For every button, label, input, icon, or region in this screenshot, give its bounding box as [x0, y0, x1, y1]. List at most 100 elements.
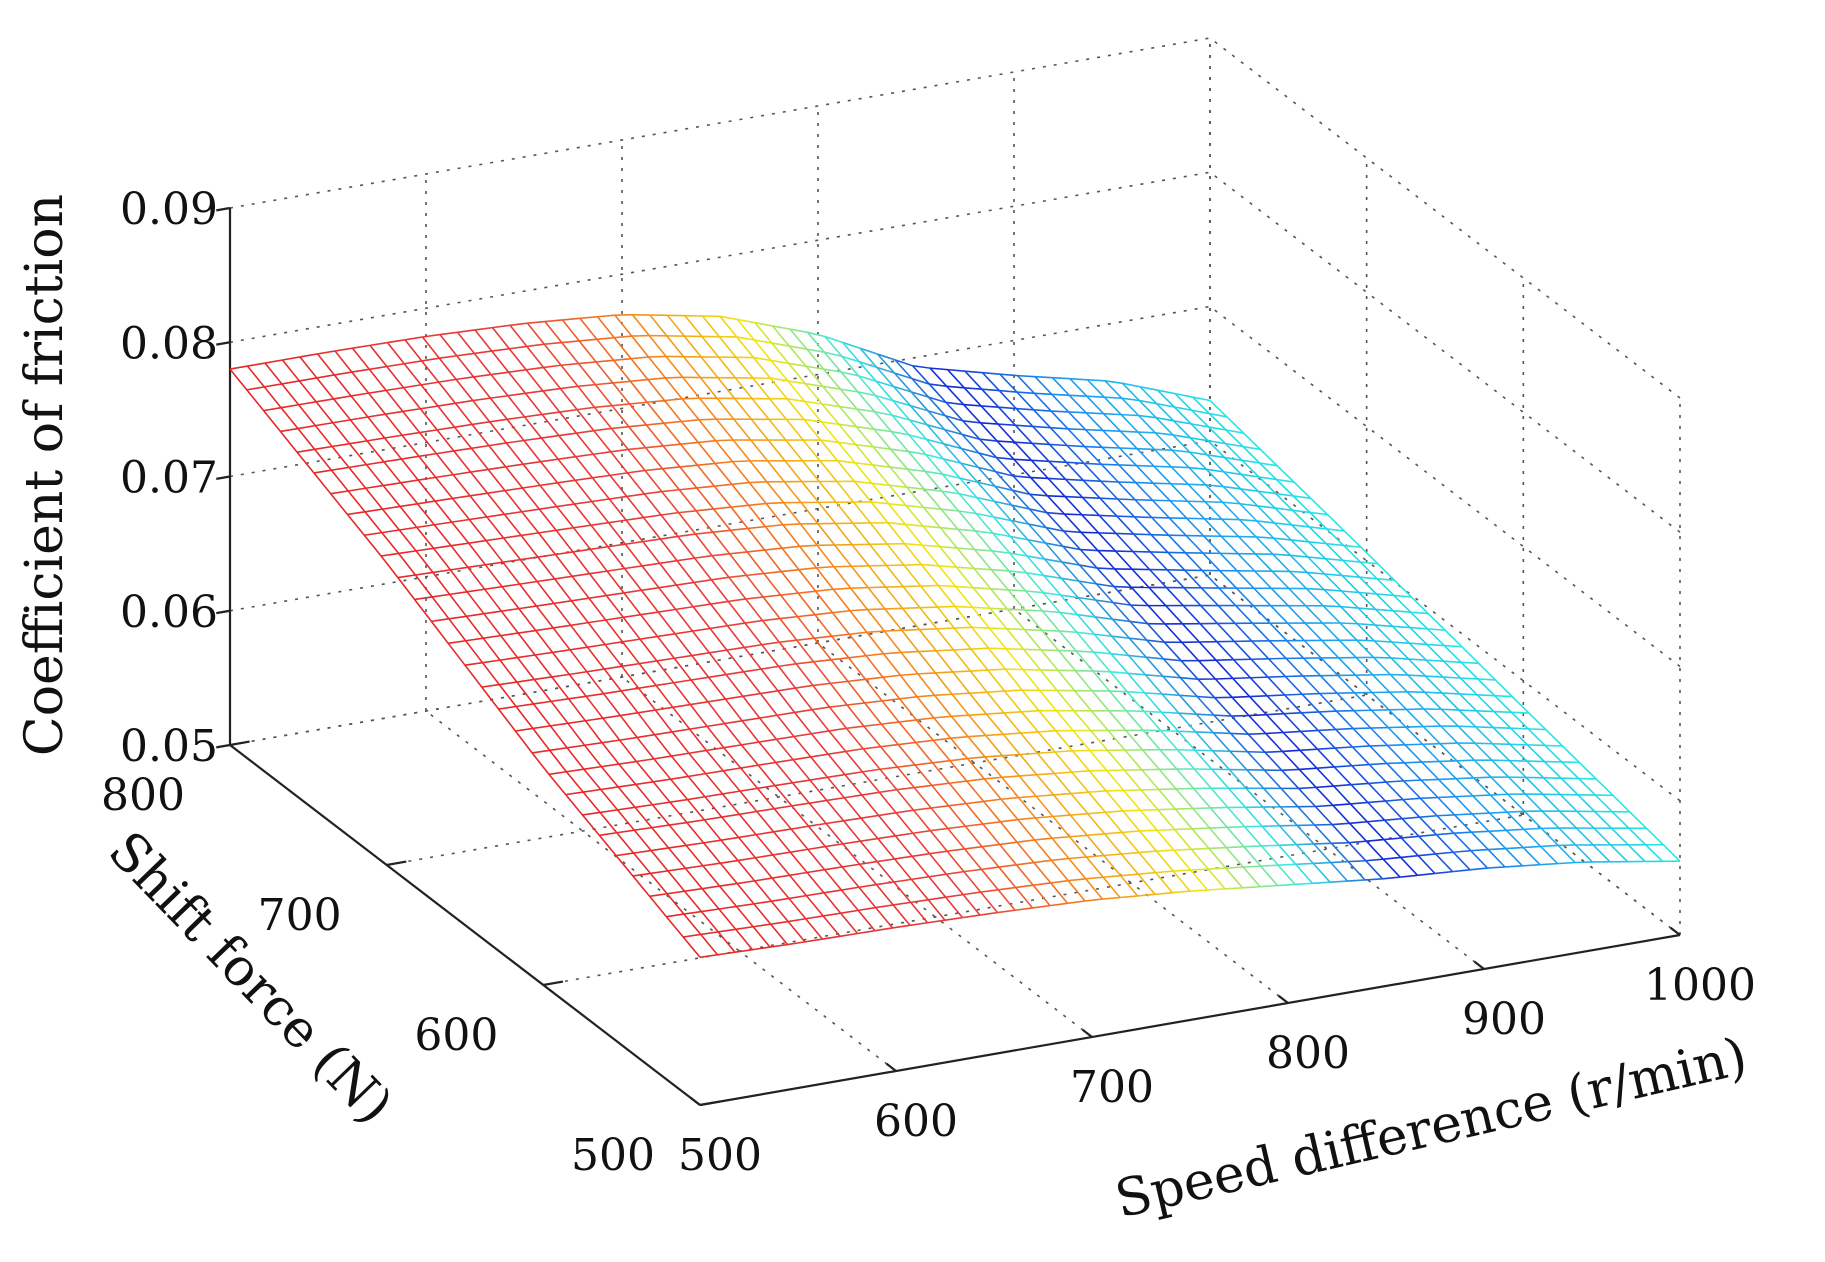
mesh-segment — [611, 425, 630, 430]
mesh-segment — [805, 382, 823, 388]
mesh-segment — [1014, 907, 1033, 912]
mesh-segment — [747, 549, 765, 553]
mesh-segment — [1067, 900, 1086, 905]
mesh-segment — [1367, 800, 1386, 804]
mesh-segment — [1313, 861, 1331, 865]
mesh-segment — [729, 551, 748, 555]
mesh-segment — [752, 946, 771, 951]
mesh-segment — [367, 437, 385, 442]
mesh-segment — [902, 606, 921, 610]
mesh-segment — [793, 732, 812, 738]
mesh-segment — [1121, 413, 1139, 417]
mesh-segment — [840, 909, 859, 914]
mesh-segment — [1471, 830, 1489, 834]
x-tick-mark — [885, 1062, 897, 1072]
mesh-segment — [1290, 554, 1308, 558]
mesh-segment — [1300, 729, 1319, 733]
mesh-segment — [501, 607, 520, 612]
mesh-segment — [585, 717, 603, 722]
mesh-segment — [1113, 585, 1132, 589]
mesh-segment — [1393, 609, 1411, 613]
mesh-segment — [1083, 479, 1101, 482]
mesh-segment — [1325, 542, 1344, 547]
mesh-segment — [1476, 709, 1494, 713]
mesh-segment — [624, 565, 643, 570]
mesh-segment — [1007, 608, 1026, 611]
mesh-segment — [672, 728, 690, 733]
mesh-segment — [676, 581, 695, 586]
mesh-segment — [1473, 776, 1492, 779]
mesh-segment — [1094, 616, 1113, 620]
mesh-segment — [714, 483, 732, 487]
mesh-segment — [1410, 611, 1429, 615]
mesh-segment — [643, 514, 662, 519]
mesh-segment — [1027, 538, 1046, 544]
mesh-segment — [418, 476, 436, 481]
mesh-segment — [451, 518, 470, 523]
mesh-segment — [263, 406, 282, 412]
mesh-segment — [1140, 808, 1158, 812]
mesh-segment — [1290, 539, 1309, 543]
mesh-segment — [894, 372, 913, 380]
mesh-segment — [824, 335, 843, 344]
mesh-segment — [973, 586, 991, 590]
mesh-segment — [994, 485, 1013, 492]
mesh-segment — [420, 381, 439, 386]
mesh-segment — [1341, 590, 1359, 594]
mesh-segment — [899, 695, 918, 700]
mesh-segment — [957, 547, 975, 551]
mesh-segment — [561, 340, 580, 344]
x-tick-label: 500 — [678, 1130, 762, 1181]
mesh-segment — [627, 469, 646, 474]
mesh-segment — [789, 328, 808, 334]
mesh-segment — [539, 482, 558, 487]
mesh-segment — [691, 652, 710, 657]
mesh-segment — [828, 727, 847, 732]
mesh-segment — [655, 706, 673, 711]
mesh-segment — [264, 359, 283, 364]
mesh-segment — [380, 552, 399, 557]
mesh-segment — [433, 544, 452, 550]
mesh-segment — [420, 405, 438, 410]
mesh-segment — [1207, 454, 1225, 459]
mesh-segment — [618, 783, 636, 788]
mesh-segment — [1373, 656, 1392, 659]
mesh-line — [666, 314, 1139, 897]
mesh-segment — [793, 756, 811, 761]
mesh-segment — [548, 770, 567, 776]
mesh-segment — [1162, 693, 1180, 697]
mesh-segment — [1315, 804, 1333, 808]
mesh-segment — [1225, 866, 1244, 869]
mesh-segment — [650, 870, 668, 875]
mesh-segment — [758, 738, 777, 743]
mesh-segment — [914, 784, 932, 789]
mesh-segment — [1196, 713, 1214, 716]
mesh-segment — [855, 443, 874, 448]
mesh-segment — [1225, 429, 1244, 434]
mesh-line — [859, 347, 1331, 883]
mesh-segment — [626, 493, 645, 498]
mesh-segment — [747, 525, 766, 530]
mesh-segment — [753, 356, 772, 362]
mesh-segment — [865, 676, 883, 681]
mesh-segment — [658, 608, 676, 613]
mesh-segment — [1085, 428, 1103, 432]
mesh-segment — [946, 870, 965, 875]
mesh-segment — [657, 632, 676, 638]
mesh-segment — [1084, 445, 1103, 449]
mesh-segment — [965, 800, 984, 805]
mesh-segment — [583, 765, 602, 770]
mesh-segment — [527, 320, 546, 324]
mesh-segment — [1045, 526, 1064, 532]
mesh-segment — [858, 906, 876, 912]
y-axis-line — [229, 744, 701, 1106]
mesh-segment — [795, 684, 813, 689]
mesh-segment — [690, 701, 708, 706]
mesh-segment — [872, 464, 891, 468]
mesh-segment — [634, 803, 653, 809]
mesh-segment — [467, 588, 485, 593]
mesh-segment — [982, 843, 1000, 848]
mesh-segment — [987, 668, 1006, 671]
mesh-segment — [1152, 499, 1171, 502]
mesh-segment — [874, 410, 893, 416]
